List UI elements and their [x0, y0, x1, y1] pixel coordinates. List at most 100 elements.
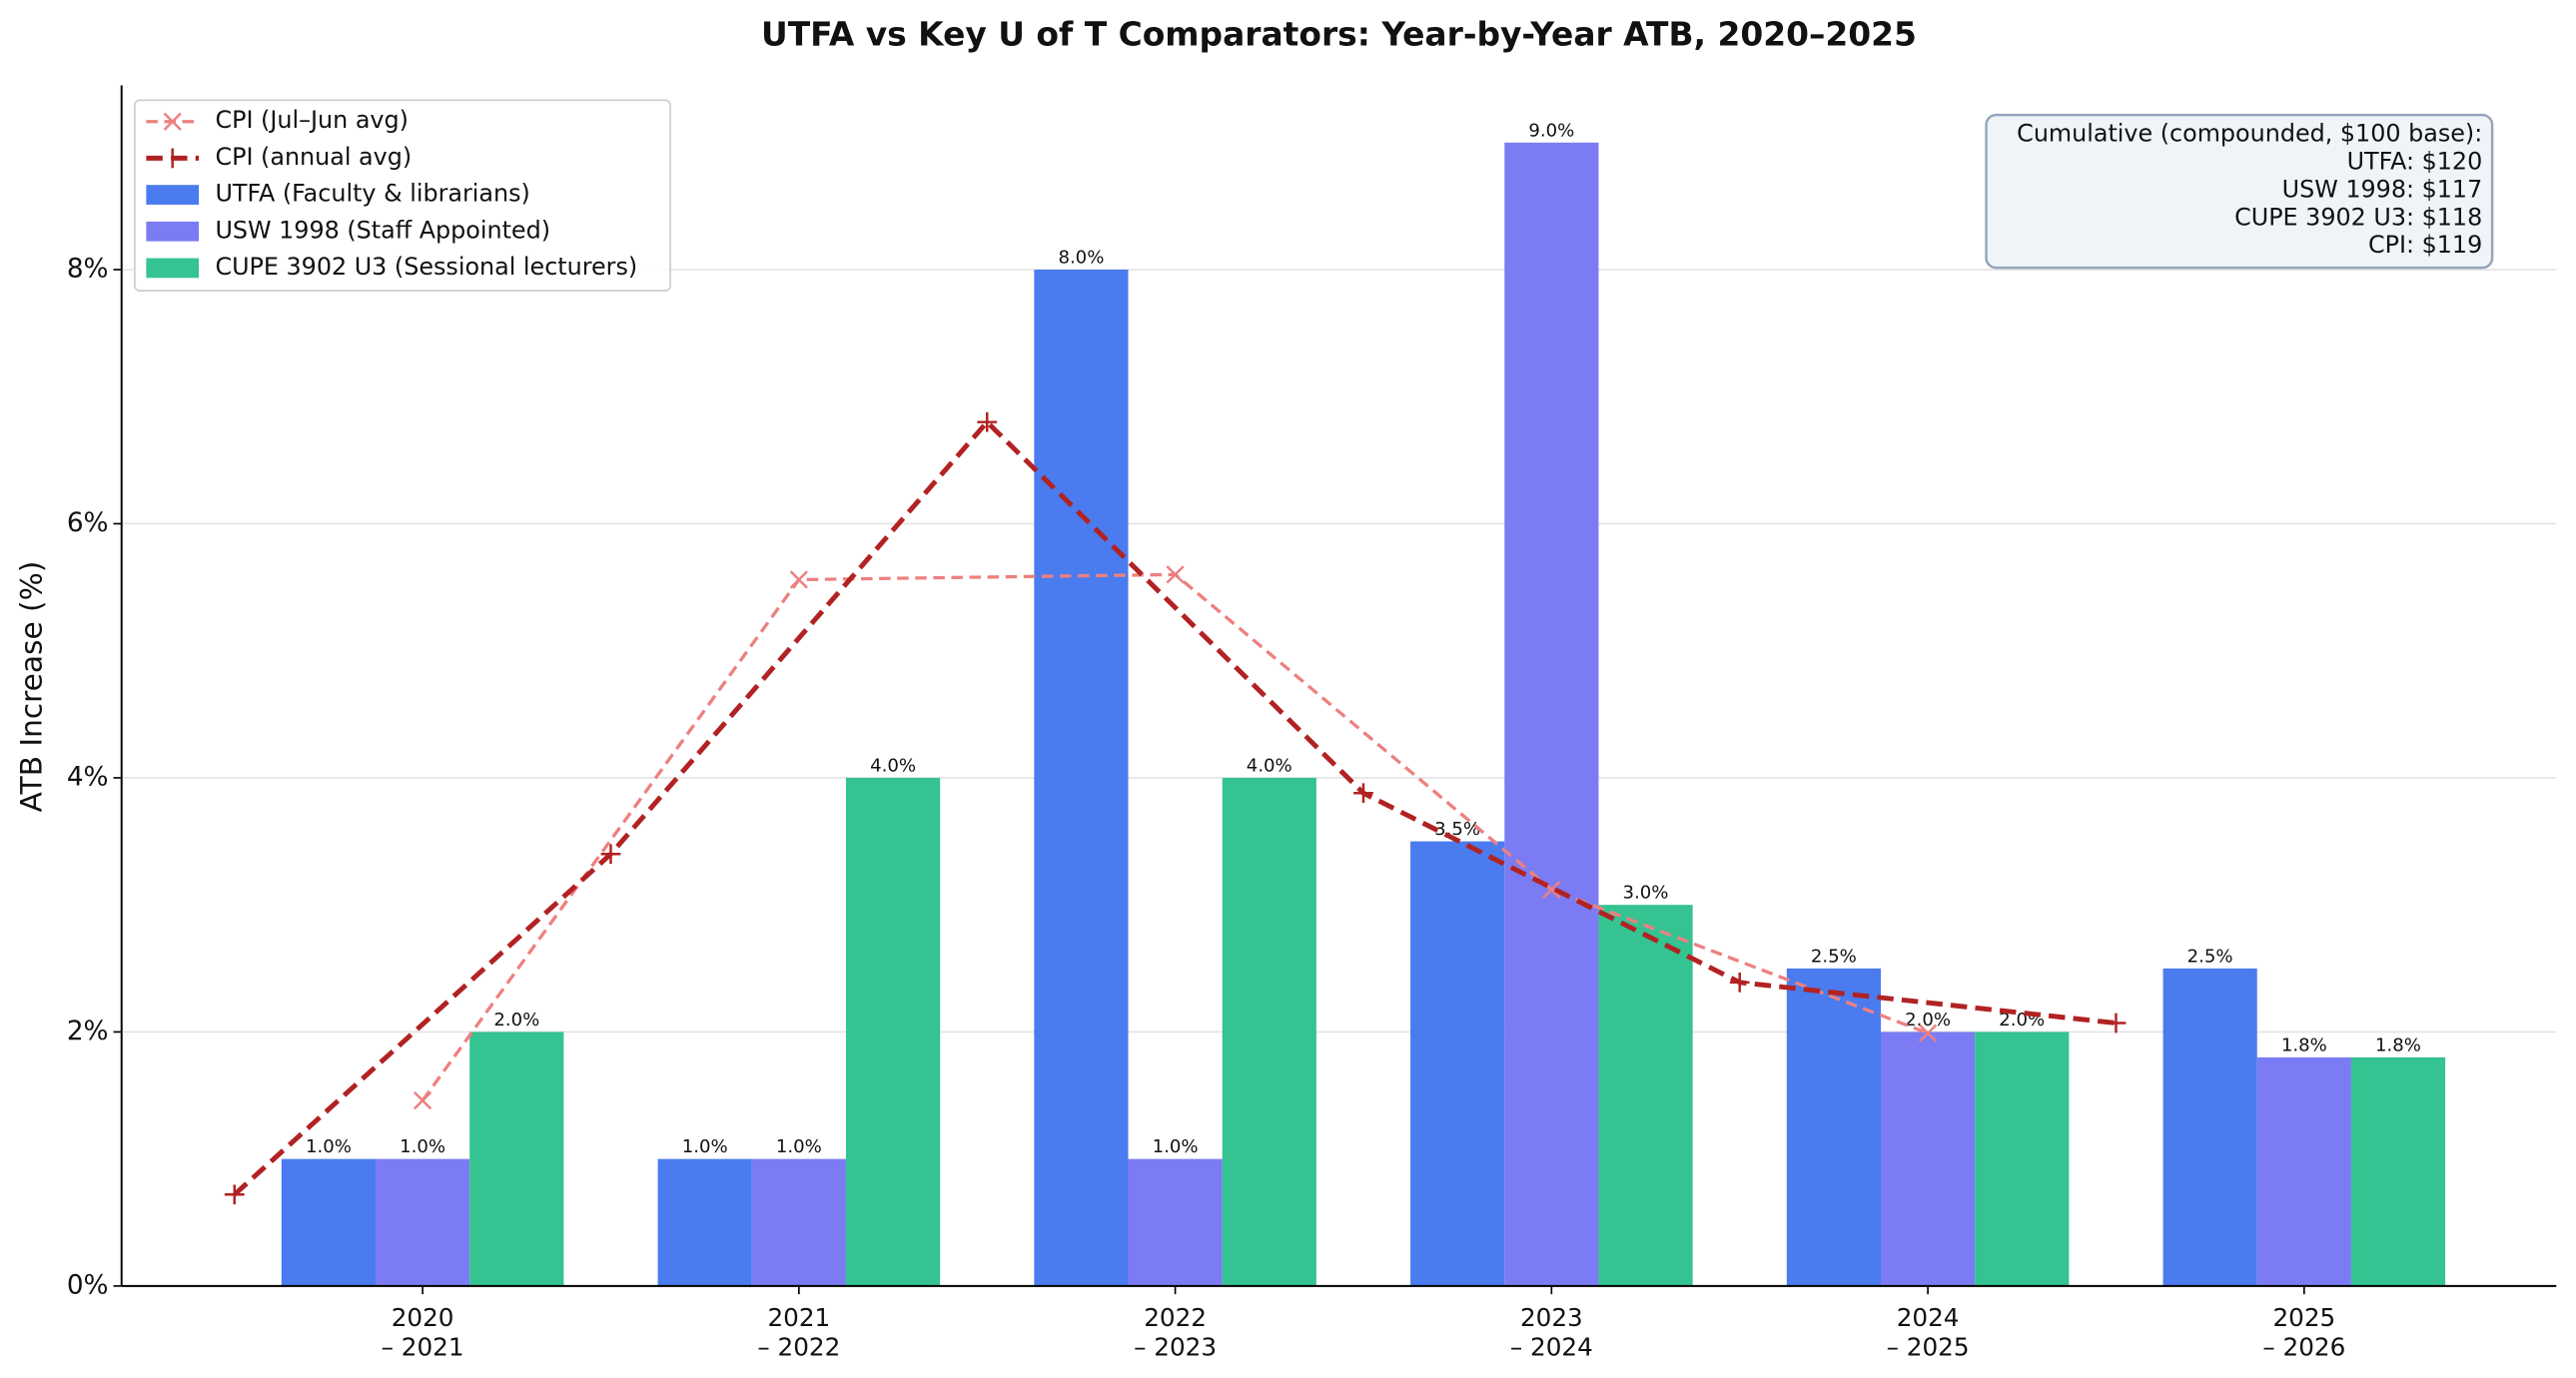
value-label: 1.0%	[1153, 1136, 1199, 1157]
x-tick-label-line: – 2021	[382, 1332, 464, 1361]
legend-label: CUPE 3902 U3 (Sessional lecturers)	[215, 253, 637, 281]
line-marker	[1729, 972, 1750, 993]
legend-item: UTFA (Faculty & librarians)	[146, 180, 530, 208]
value-label: 4.0%	[870, 755, 916, 776]
x-tick-label: 2025– 2026	[2262, 1303, 2345, 1362]
chart-title: UTFA vs Key U of T Comparators: Year-by-…	[761, 15, 1917, 54]
bar	[1034, 270, 1129, 1286]
legend-swatch	[146, 185, 200, 205]
annotation: Cumulative (compounded, $100 base):UTFA:…	[1985, 113, 2494, 270]
x-tick-label-line: – 2022	[757, 1332, 840, 1361]
legend-item: CPI (annual avg)	[146, 143, 412, 171]
x-tick-label: 2021– 2022	[757, 1303, 840, 1362]
x-tick-label-line: 2024	[1897, 1303, 1960, 1332]
x-tick-label-line: – 2026	[2262, 1332, 2345, 1361]
value-label: 1.8%	[2281, 1034, 2327, 1055]
y-tick-label: 2%	[67, 1017, 109, 1046]
x-tick-label-line: – 2025	[1887, 1332, 1970, 1361]
bar	[469, 1032, 564, 1286]
bar	[1128, 1158, 1223, 1286]
legend-label: USW 1998 (Staff Appointed)	[215, 216, 550, 244]
legend-item: CPI (Jul–Jun avg)	[146, 106, 409, 134]
line-marker	[600, 844, 621, 865]
line-marker	[1918, 1024, 1938, 1042]
bar	[281, 1158, 377, 1286]
legend-box	[134, 99, 671, 292]
legend-label: CPI (annual avg)	[215, 143, 412, 171]
value-label: 9.0%	[1528, 120, 1574, 141]
value-label: 1.0%	[306, 1136, 352, 1157]
bar	[845, 777, 941, 1286]
value-label: 2.0%	[493, 1010, 539, 1031]
line-marker	[1353, 783, 1373, 804]
bar	[2256, 1056, 2351, 1286]
marker-stroke	[414, 1091, 432, 1110]
line-marker	[1166, 565, 1185, 584]
x-tick-label-line: – 2023	[1134, 1332, 1217, 1361]
bar	[1881, 1032, 1976, 1286]
y-tick-label: 4%	[67, 762, 109, 792]
x-tick-label: 2022– 2023	[1134, 1303, 1217, 1362]
bar	[2162, 968, 2257, 1286]
annotation-line: UTFA: $120	[2347, 147, 2483, 175]
x-tick-label-line: 2023	[1520, 1303, 1583, 1332]
line-marker	[2106, 1013, 2127, 1034]
line-marker	[789, 570, 808, 589]
x-tick-label-line: 2022	[1144, 1303, 1207, 1332]
annotation-box	[1985, 113, 2494, 270]
y-tick-label: 0%	[67, 1270, 109, 1300]
value-label: 4.0%	[1247, 755, 1292, 776]
bar	[1504, 142, 1599, 1286]
legend-item: CUPE 3902 U3 (Sessional lecturers)	[146, 253, 637, 281]
legend-swatch	[146, 258, 200, 279]
bar	[1410, 841, 1505, 1286]
marker-stroke	[789, 570, 808, 589]
y-tick-label: 8%	[67, 255, 109, 285]
marker-stroke	[1542, 880, 1561, 900]
x-tick-label: 2023– 2024	[1510, 1303, 1593, 1362]
annotation-line: Cumulative (compounded, $100 base):	[2017, 119, 2482, 147]
line	[233, 418, 2117, 1197]
line-marker	[414, 1091, 432, 1110]
legend-label: CPI (Jul–Jun avg)	[215, 106, 408, 134]
line-marker	[977, 411, 998, 432]
bar	[1786, 968, 1882, 1286]
bar	[376, 1158, 470, 1286]
value-label: 8.0%	[1058, 248, 1104, 269]
x-tick-label-line: 2021	[767, 1303, 830, 1332]
line-marker	[224, 1184, 245, 1205]
bar	[1222, 777, 1316, 1286]
x-tick-label: 2020– 2021	[382, 1303, 464, 1362]
value-label: 2.5%	[1811, 946, 1857, 967]
bar	[657, 1158, 752, 1286]
x-tick-label: 2024– 2025	[1887, 1303, 1970, 1362]
y-tick-label: 6%	[67, 508, 109, 538]
legend-item: USW 1998 (Staff Appointed)	[146, 216, 550, 244]
bar	[1975, 1032, 2070, 1286]
annotation-line: CUPE 3902 U3: $118	[2234, 203, 2482, 231]
legend: CPI (Jul–Jun avg) CPI (annual avg) UTFA (F…	[134, 99, 671, 292]
marker-stroke	[1166, 565, 1185, 584]
value-label: 1.8%	[2375, 1034, 2421, 1055]
bar	[751, 1158, 846, 1286]
value-label: 2.5%	[2187, 946, 2233, 967]
marker-stroke	[1918, 1024, 1938, 1042]
value-label: 3.5%	[1434, 819, 1480, 840]
value-label: 1.0%	[776, 1136, 822, 1157]
value-label: 2.0%	[1905, 1010, 1951, 1031]
legend-label: UTFA (Faculty & librarians)	[215, 180, 529, 208]
legend-swatch	[146, 221, 200, 242]
bar	[1598, 905, 1693, 1286]
value-label: 1.0%	[682, 1136, 728, 1157]
x-tick-label-line: – 2024	[1510, 1332, 1593, 1361]
bar	[2350, 1056, 2446, 1286]
legend-marker	[163, 112, 182, 131]
value-label: 3.0%	[1623, 883, 1669, 904]
annotation-line: CPI: $119	[2368, 231, 2482, 259]
x-tick-label-line: 2025	[2272, 1303, 2335, 1332]
x-tick-label-line: 2020	[392, 1303, 454, 1332]
value-label: 1.0%	[400, 1136, 445, 1157]
y-axis-label: ATB Increase (%)	[14, 561, 48, 813]
